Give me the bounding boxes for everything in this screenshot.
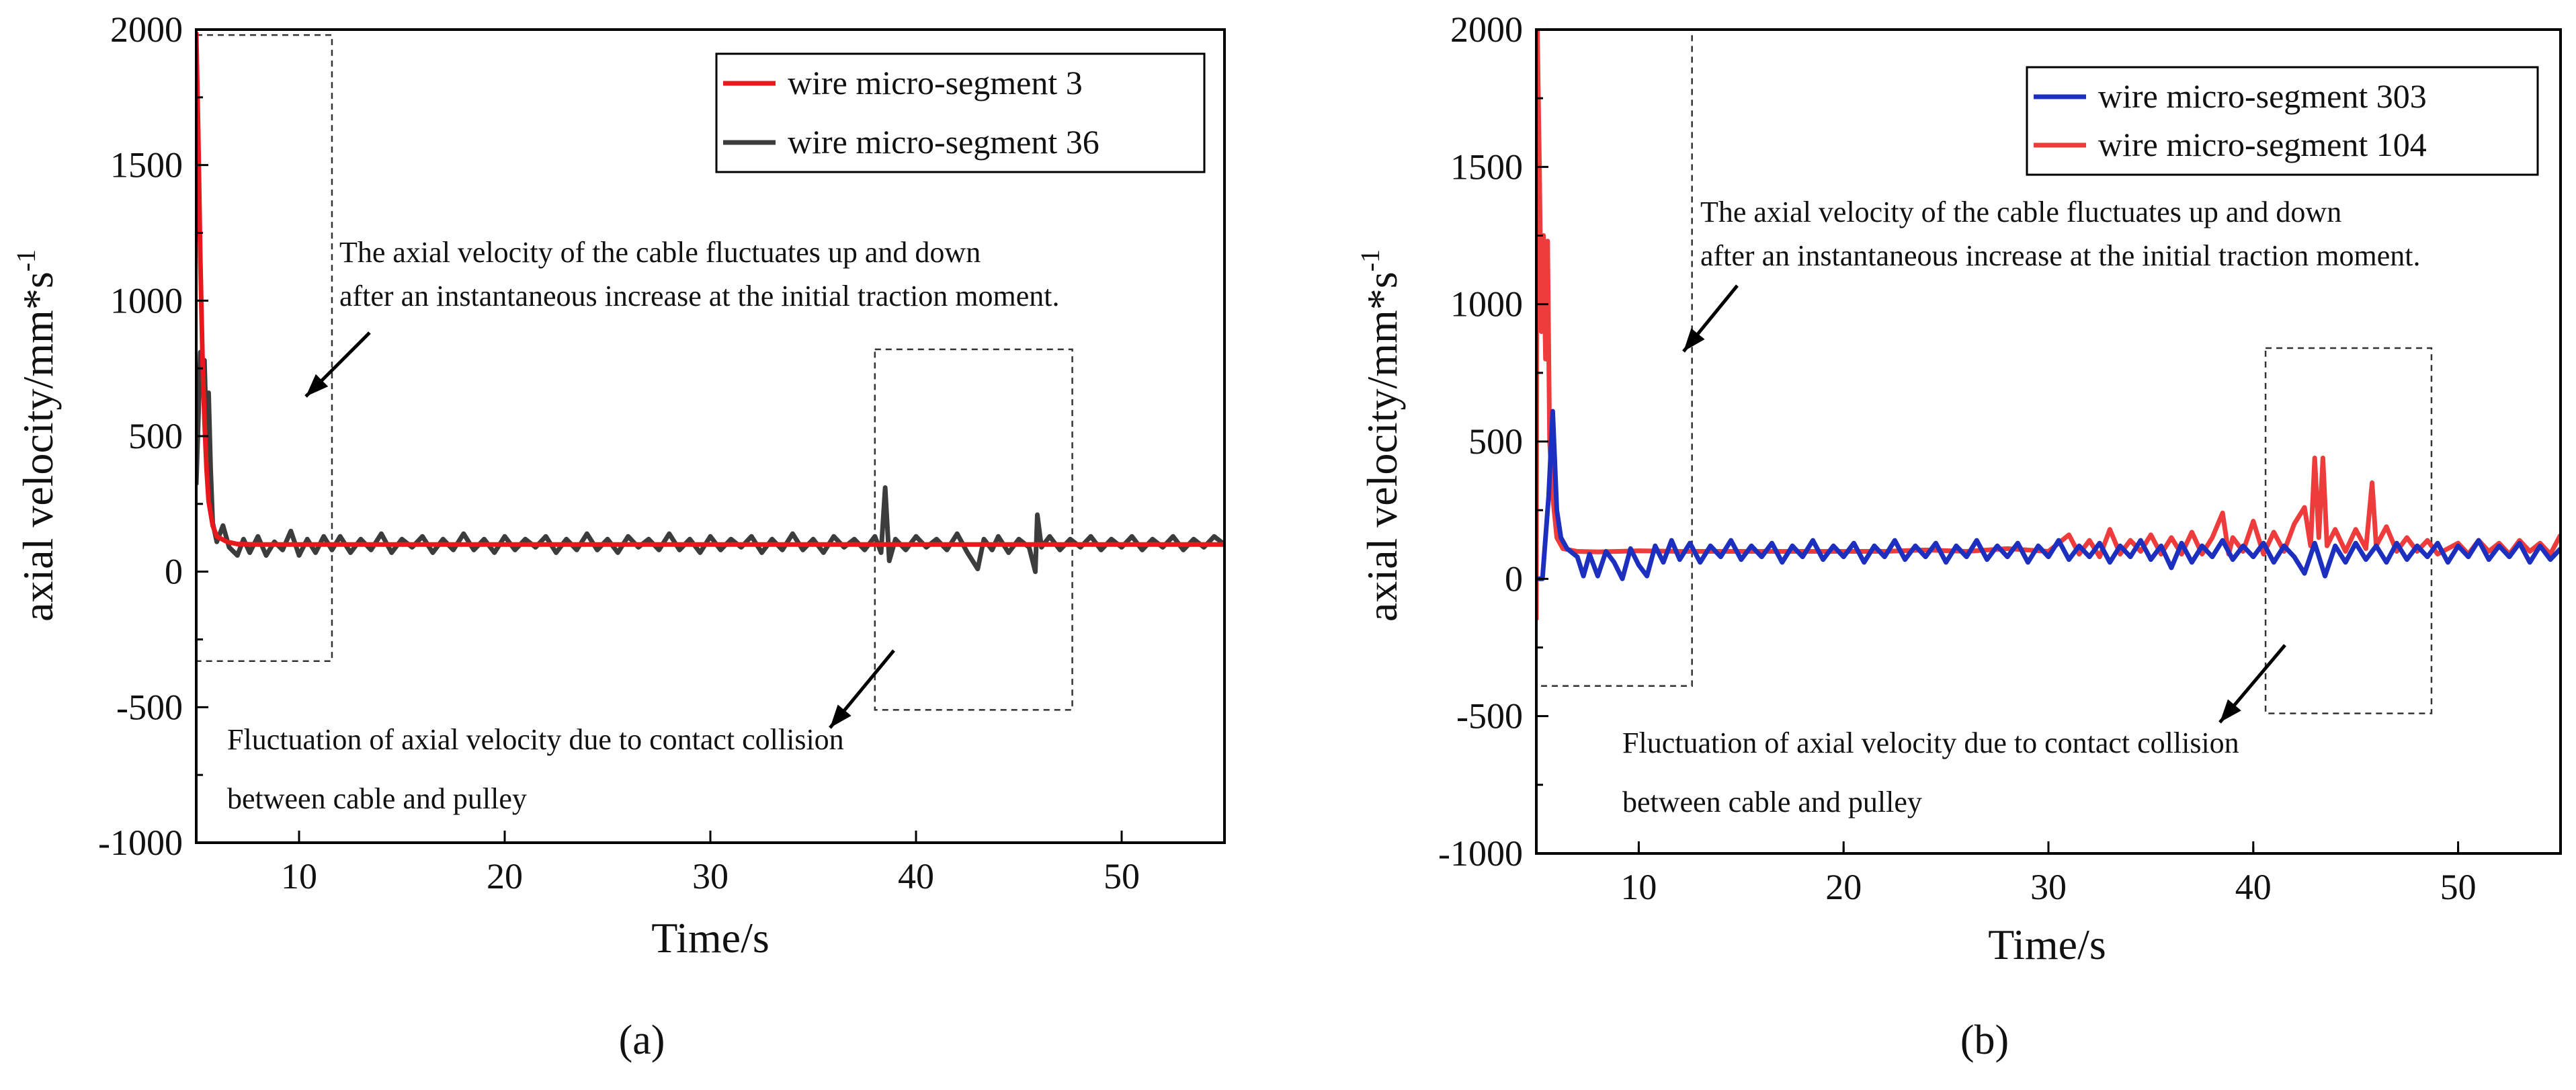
x-axis-title: Time/s — [651, 914, 770, 962]
y-tick-label: 0 — [1505, 558, 1523, 599]
annotation-upper-line2: after an instantaneous increase at the i… — [1700, 239, 2421, 272]
y-tick-label: 1000 — [110, 280, 183, 321]
legend-label: wire micro-segment 303 — [2098, 77, 2427, 115]
legend: wire micro-segment 303 wire micro-segmen… — [2026, 66, 2539, 176]
annotation-lower-line2: between cable and pulley — [227, 782, 527, 815]
annotation-lower-line1: Fluctuation of axial velocity due to con… — [1622, 726, 2239, 759]
arrow-head — [1684, 328, 1705, 351]
highlight-box — [874, 348, 1073, 711]
y-tick-label: -1000 — [98, 823, 183, 863]
x-tick-label: 40 — [2235, 867, 2272, 907]
x-tick-label: 50 — [1104, 856, 1140, 896]
annotation-arrows — [304, 331, 895, 729]
y-axis-title: axial velocity/mm*s-1 — [1355, 249, 1406, 622]
y-tick-label: -1000 — [1438, 833, 1523, 874]
x-tick-label: 30 — [692, 856, 729, 896]
y-tick-label: 0 — [165, 552, 183, 592]
series-lines — [1536, 30, 2561, 620]
y-axis-title-superscript: -1 — [1355, 249, 1385, 271]
series-line — [1536, 409, 2561, 581]
y-axis-title: axial velocity/mm*s-1 — [11, 249, 62, 622]
series-line — [196, 349, 1224, 575]
highlight-box — [1535, 28, 1693, 687]
y-tick-label: -500 — [1456, 696, 1523, 737]
panel-label: (b) — [1960, 1017, 2009, 1063]
annotation-lower-line1: Fluctuation of axial velocity due to con… — [227, 723, 844, 756]
arrow-head — [830, 704, 851, 728]
x-axis-title: Time/s — [1988, 921, 2106, 968]
series-line — [196, 32, 1224, 547]
chart-panel-a: 10 20 30 40 50 -1000 -500 0 500 1000 1500 2000 wire… — [11, 9, 1226, 1063]
annotation-lower-line2: between cable and pulley — [1622, 786, 1922, 819]
axis-ticks: 10 20 30 40 50 -1000 -500 0 500 1000 1500 2000 — [98, 9, 1140, 896]
x-tick-label: 40 — [898, 856, 934, 896]
x-tick-label: 50 — [2440, 867, 2477, 907]
x-tick-label: 20 — [487, 856, 523, 896]
y-tick-label: -500 — [116, 687, 183, 727]
arrow-head — [2220, 699, 2241, 722]
annotation-upper-line1: The axial velocity of the cable fluctuat… — [1700, 196, 2341, 228]
arrow-head — [306, 374, 329, 396]
annotation-upper-line2: after an instantaneous increase at the i… — [339, 280, 1060, 312]
legend-box — [715, 52, 1206, 173]
plot-frame — [1535, 28, 2562, 855]
y-tick-label: 2000 — [110, 9, 183, 50]
highlight-box — [2264, 347, 2433, 714]
y-tick-label: 1500 — [110, 145, 183, 185]
chart-panel-b: 10 20 30 40 50 -1000 -500 0 500 1000 1500 2000 wire… — [1355, 9, 2562, 1063]
axis-ticks: 10 20 30 40 50 -1000 -500 0 500 1000 1500 2000 — [1438, 9, 2477, 907]
y-axis-title-group: axial velocity/mm*s-1 — [1355, 249, 1406, 622]
y-tick-label: 500 — [1468, 421, 1523, 462]
y-axis-title-superscript: -1 — [11, 249, 41, 271]
highlight-box — [195, 34, 333, 663]
annotation-upper-line1: The axial velocity of the cable fluctuat… — [339, 236, 981, 269]
plot-frame — [195, 28, 1226, 844]
annotation-arrows — [1682, 284, 2286, 724]
legend-label: wire micro-segment 36 — [788, 123, 1099, 161]
y-axis-title-main: axial velocity/mm*s — [14, 271, 62, 622]
x-tick-label: 20 — [1825, 867, 1862, 907]
legend: wire micro-segment 3 wire micro-segment … — [715, 52, 1206, 173]
series-lines — [196, 32, 1224, 575]
y-axis-title-group: axial velocity/mm*s-1 — [11, 249, 62, 622]
x-tick-label: 10 — [281, 856, 317, 896]
x-tick-label: 10 — [1620, 867, 1657, 907]
legend-label: wire micro-segment 104 — [2098, 126, 2427, 163]
y-tick-label: 1500 — [1450, 146, 1523, 187]
legend-label: wire micro-segment 3 — [788, 64, 1083, 101]
panel-label: (a) — [619, 1017, 665, 1063]
y-tick-label: 500 — [128, 416, 183, 456]
highlight-boxes — [195, 34, 1073, 711]
x-tick-label: 30 — [2030, 867, 2067, 907]
legend-box — [2026, 66, 2539, 176]
y-axis-title-main: axial velocity/mm*s — [1358, 271, 1406, 622]
y-tick-label: 2000 — [1450, 9, 1523, 50]
y-tick-label: 1000 — [1450, 284, 1523, 325]
